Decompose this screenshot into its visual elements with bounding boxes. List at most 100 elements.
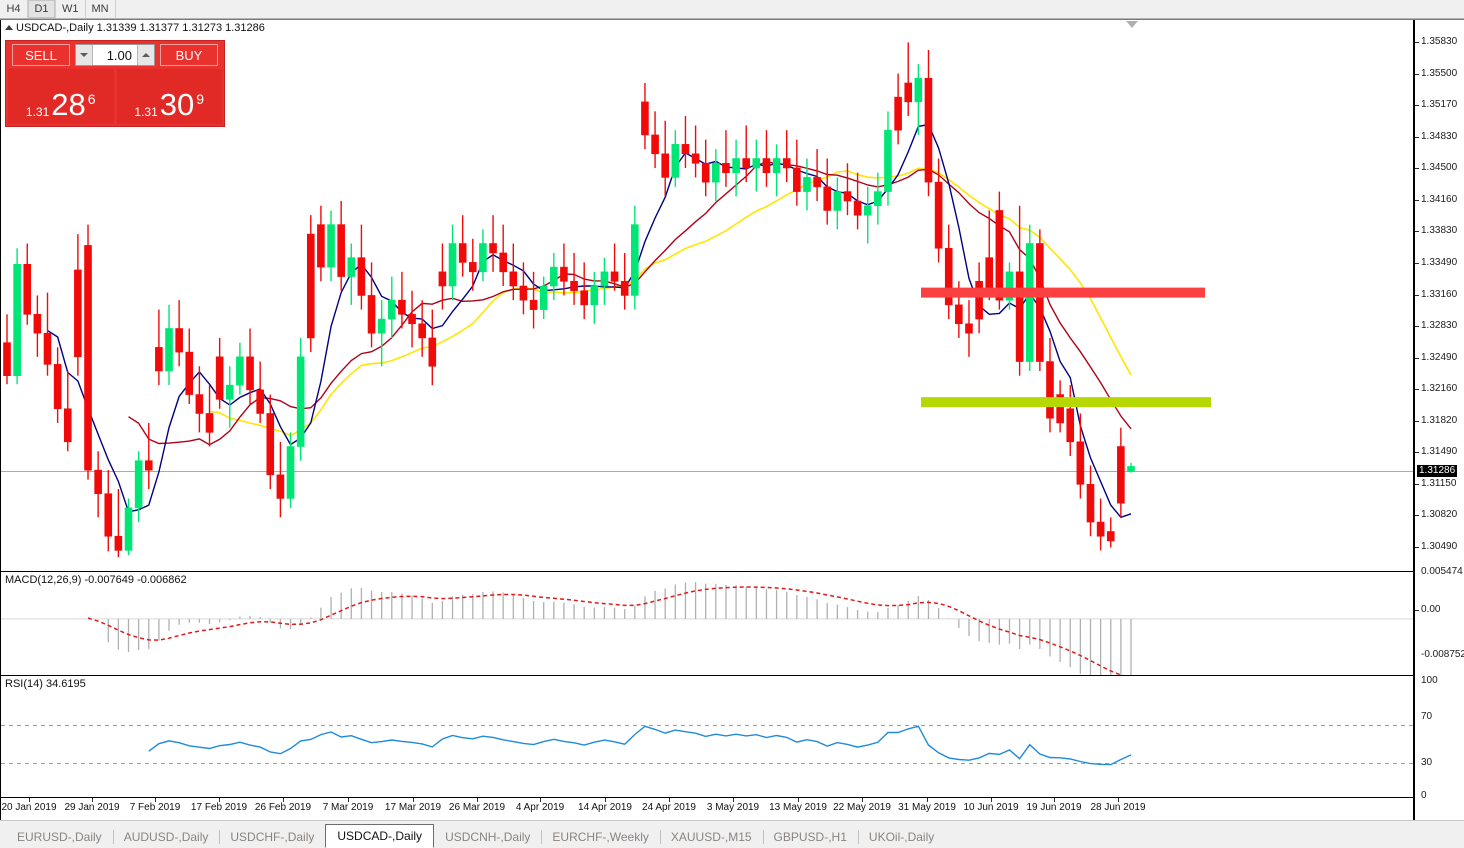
timeframe-button-mn[interactable]: MN: [85, 0, 116, 18]
date-axis-tick: [283, 798, 284, 802]
chart-tab-ukoildaily[interactable]: UKOil-,Daily: [857, 826, 945, 848]
price-scale-tick: [1415, 294, 1419, 296]
macd-scale-label: -0.008752: [1421, 649, 1464, 660]
price-pane[interactable]: USDCAD-,Daily 1.31339 1.31377 1.31273 1.…: [0, 20, 1414, 571]
chart-tab-label: USDCAD-,Daily: [337, 829, 423, 843]
date-axis-tick: [798, 798, 799, 802]
date-axis-label: 28 Jun 2019: [1090, 802, 1146, 813]
date-axis-tick: [991, 798, 992, 802]
date-axis-tick: [669, 798, 670, 802]
buy-button[interactable]: BUY: [160, 44, 218, 66]
crosshair-top-marker: [1126, 21, 1138, 28]
volume-input[interactable]: 1.00: [106, 47, 132, 63]
timeframe-toolbar: H4 D1 W1 MN: [0, 0, 1464, 19]
chart-tab-usdcaddaily[interactable]: USDCAD-,Daily: [325, 824, 435, 848]
timeframe-button-h4[interactable]: H4: [0, 0, 28, 18]
macd-scale-label: 0.00: [1421, 604, 1441, 615]
date-axis-label: 10 Jun 2019: [963, 802, 1019, 813]
price-scale-label: 1.31490: [1421, 446, 1458, 458]
date-axis-label: 7 Mar 2019: [322, 802, 374, 813]
sell-button[interactable]: SELL: [12, 44, 70, 66]
price-scale-tick: [1415, 136, 1419, 138]
date-axis-label: 24 Apr 2019: [642, 802, 696, 813]
collapse-triangle-icon[interactable]: [5, 25, 13, 30]
volume-decrement-button[interactable]: [76, 45, 93, 65]
price-scale-tick: [1415, 484, 1419, 486]
price-scale[interactable]: 1.35830 1.35500 1.35170 1.34830 1.34500 1.341…: [1414, 20, 1464, 821]
price-scale-tick: [1415, 263, 1419, 265]
bid-price[interactable]: 1.31 28 6: [8, 69, 114, 124]
price-scale-label: 1.32830: [1421, 319, 1458, 331]
price-scale-label: 1.32160: [1421, 382, 1458, 394]
date-axis-label: 31 May 2019: [898, 802, 956, 813]
timeframe-button-label: W1: [62, 3, 79, 15]
date-axis-tick: [1118, 798, 1119, 802]
toolbar-empty-space: [115, 0, 1464, 18]
chart-tab-usdchfdaily[interactable]: USDCHF-,Daily: [219, 826, 325, 848]
ask-price[interactable]: 1.31 30 9: [116, 69, 222, 124]
macd-pane[interactable]: MACD(12,26,9) -0.007649 -0.006862: [0, 571, 1414, 675]
date-axis-label: 4 Apr 2019: [515, 802, 565, 813]
timeframe-button-d1[interactable]: D1: [28, 0, 56, 18]
chart-tab-xauusdm15[interactable]: XAUUSD-,M15: [659, 826, 763, 848]
date-axis-label: 13 May 2019: [769, 802, 827, 813]
rsi-scale-label: 70: [1421, 711, 1433, 722]
date-axis-label: 29 Jan 2019: [64, 802, 120, 813]
price-scale-label: 1.35500: [1421, 67, 1458, 79]
volume-increment-button[interactable]: [137, 45, 154, 65]
date-axis-label: 26 Mar 2019: [448, 802, 506, 813]
chart-tab-label: AUDUSD-,Daily: [123, 830, 209, 844]
chart-tab-bar: EURUSD-,Daily AUDUSD-,Daily USDCHF-,Daily U…: [0, 820, 1464, 848]
macd-scale-label: 0.005474: [1421, 566, 1463, 577]
one-click-trading-panel[interactable]: SELL 1.00 BUY 1.31 28 6 1.31 30 9: [5, 40, 225, 127]
macd-header: MACD(12,26,9) -0.007649 -0.006862: [5, 574, 187, 586]
price-scale-label: 1.30820: [1421, 509, 1458, 521]
date-axis-tick: [348, 798, 349, 802]
chart-tab-label: USDCHF-,Daily: [230, 830, 315, 844]
date-axis-tick: [1054, 798, 1055, 802]
chart-window: 1.35830 1.35500 1.35170 1.34830 1.34500 1.341…: [0, 19, 1464, 821]
date-axis-label: 3 May 2019: [706, 802, 760, 813]
rsi-header: RSI(14) 34.6195: [5, 678, 86, 690]
price-scale-tick: [1415, 357, 1419, 359]
ask-price-prefix: 1.31: [134, 105, 158, 119]
price-scale-label: 1.35830: [1421, 36, 1458, 48]
date-axis-label: 17 Feb 2019: [190, 802, 248, 813]
date-axis-tick: [155, 798, 156, 802]
price-scale-tick: [1415, 515, 1419, 517]
date-axis-label: 26 Feb 2019: [254, 802, 312, 813]
date-axis-tick: [29, 798, 30, 802]
bid-price-point: 6: [87, 91, 96, 107]
timeframe-button-w1[interactable]: W1: [56, 0, 86, 18]
date-axis-label: 7 Feb 2019: [129, 802, 181, 813]
price-scale-label: 1.32490: [1421, 351, 1458, 363]
chart-tab-eurchfweekly[interactable]: EURCHF-,Weekly: [541, 826, 659, 848]
price-scale-tick: [1415, 325, 1419, 327]
rsi-pane[interactable]: RSI(14) 34.6195: [0, 675, 1414, 797]
chart-tab-audusddaily[interactable]: AUDUSD-,Daily: [112, 826, 220, 848]
price-scale-label: 1.33160: [1421, 288, 1458, 300]
date-axis-tick: [92, 798, 93, 802]
resistance-line: [921, 287, 1205, 298]
volume-stepper[interactable]: 1.00: [75, 44, 155, 66]
macd-zero-tick: [1415, 610, 1419, 611]
date-axis-tick: [605, 798, 606, 802]
price-scale-label: 1.33490: [1421, 257, 1458, 269]
chart-tab-label: USDCNH-,Daily: [445, 830, 531, 844]
chart-title: USDCAD-,Daily 1.31339 1.31377 1.31273 1.…: [5, 22, 265, 34]
price-scale-label: 1.31150: [1421, 478, 1457, 490]
date-axis[interactable]: 20 Jan 2019 29 Jan 2019 7 Feb 2019 17 Feb 2…: [0, 797, 1414, 821]
chart-tab-label: EURCHF-,Weekly: [552, 830, 649, 844]
date-axis-tick: [733, 798, 734, 802]
chart-tab-usdcnhdaily[interactable]: USDCNH-,Daily: [434, 826, 541, 848]
date-axis-tick: [927, 798, 928, 802]
current-price-label: 1.31286: [1417, 465, 1458, 478]
chart-tab-label: XAUUSD-,M15: [670, 830, 752, 844]
trade-panel-prices: 1.31 28 6 1.31 30 9: [6, 69, 224, 126]
trade-panel-controls: SELL 1.00 BUY: [6, 41, 224, 69]
price-scale-tick: [1415, 546, 1419, 548]
price-scale-tick: [1415, 167, 1419, 169]
chart-tab-eurusddaily[interactable]: EURUSD-,Daily: [6, 826, 113, 848]
chart-tab-gbpusdh1[interactable]: GBPUSD-,H1: [762, 826, 858, 848]
